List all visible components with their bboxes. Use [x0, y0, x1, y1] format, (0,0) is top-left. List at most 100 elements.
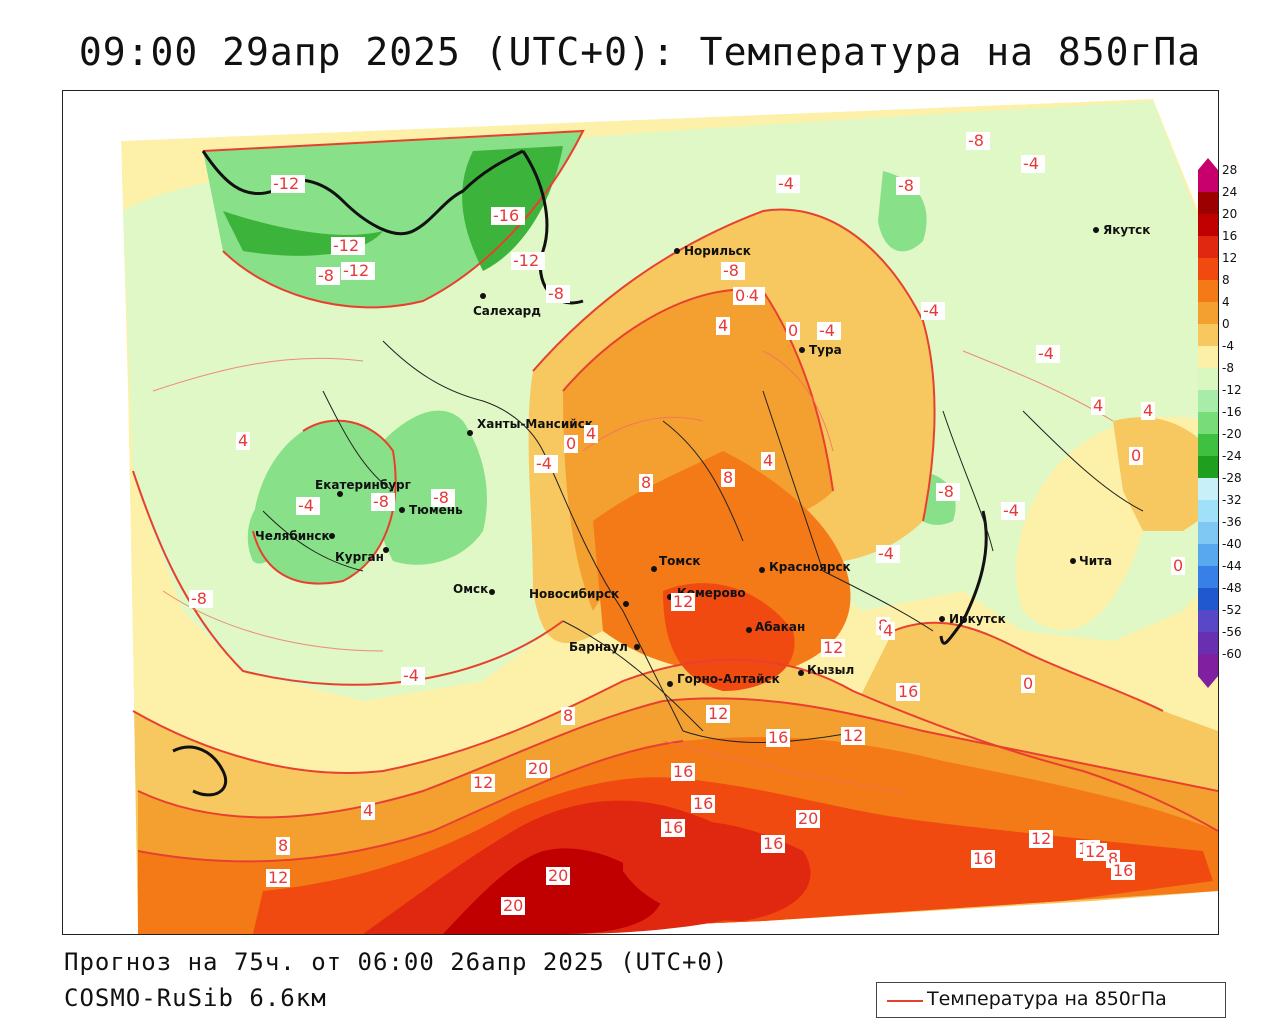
contour-label: -4 — [1038, 344, 1054, 363]
colorbar-swatch — [1198, 214, 1218, 237]
colorbar-tick-label: 12 — [1222, 251, 1238, 265]
contour-label: 0 — [788, 321, 798, 340]
contour-label: -4 — [819, 321, 835, 340]
svg-text:Кызыл: Кызыл — [807, 663, 854, 677]
colorbar-tick-label: -16 — [1222, 405, 1242, 419]
contour-label-bg — [786, 322, 800, 340]
colorbar-tick-label: 8 — [1222, 273, 1230, 287]
contour-label-bg — [401, 667, 425, 685]
contour-label-bg — [276, 837, 290, 855]
contour-label: -8 — [968, 131, 984, 150]
contour-label-bg — [1021, 155, 1045, 173]
city-gorno-altaysk: Горно-Алтайск — [667, 672, 780, 687]
contour-label-bg — [706, 705, 730, 723]
contour-label-bg — [733, 287, 747, 305]
contour-label: -8 — [723, 261, 739, 280]
colorbar-swatch — [1198, 302, 1218, 325]
svg-text:Омск: Омск — [453, 582, 488, 596]
colorbar-swatch — [1198, 500, 1218, 523]
colorbar-tick-label: -52 — [1222, 603, 1242, 617]
contour-label-bg — [796, 810, 820, 828]
contour-label: 12 — [1085, 842, 1105, 861]
contour-label: 16 — [693, 794, 713, 813]
contour-label: 16 — [763, 834, 783, 853]
colorbar-swatch — [1198, 192, 1218, 215]
svg-text:Курган: Курган — [335, 550, 384, 564]
contour-label: 0 — [1131, 446, 1141, 465]
colorbar-swatch — [1198, 258, 1218, 281]
colorbar-bottom-arrow — [1198, 676, 1218, 688]
colorbar-swatch — [1198, 280, 1218, 303]
contour-label-bg — [671, 763, 695, 781]
contour-label-bg — [1036, 345, 1060, 363]
contour-label-bg — [971, 850, 995, 868]
contour-label: 0 — [566, 434, 576, 453]
city-krasnoyarsk: Красноярск — [759, 560, 851, 574]
svg-text:Салехард: Салехард — [473, 304, 541, 318]
colorbar-tick-label: -4 — [1222, 339, 1234, 353]
contour-label-bg — [896, 683, 920, 701]
city-norilsk: Норильск — [674, 244, 751, 258]
colorbar-tick-label: -56 — [1222, 625, 1242, 639]
contour-label: 0 — [735, 286, 745, 305]
contour-label: 8 — [278, 836, 288, 855]
colorbar-tick-label: 16 — [1222, 229, 1238, 243]
contour-label-bg — [561, 707, 575, 725]
contour-label: -8 — [373, 492, 389, 511]
contour-label: -4 — [298, 496, 314, 515]
colorbar-tick-label: -24 — [1222, 449, 1242, 463]
contour-label: -4 — [1023, 154, 1039, 173]
isotherm-lines — [132, 129, 1218, 863]
city-tura: Тура — [799, 343, 842, 357]
contour-label-bg — [296, 497, 320, 515]
svg-text:Якутск: Якутск — [1103, 223, 1150, 237]
colorbar-swatch — [1198, 170, 1218, 193]
contour-label: -4 — [778, 174, 794, 193]
contour-label: 20 — [548, 866, 568, 885]
city-kurgan: Курган — [335, 547, 389, 564]
contour-label-bg — [511, 252, 545, 270]
colorbar-tick-label: 0 — [1222, 317, 1230, 331]
colorbar-swatch — [1198, 324, 1218, 347]
contour-label: 12 — [473, 773, 493, 792]
colorbar-tick-label: -40 — [1222, 537, 1242, 551]
contour-label-bg — [1029, 830, 1053, 848]
colorbar-tick-label: -8 — [1222, 361, 1234, 375]
colorbar-swatch — [1198, 588, 1218, 611]
contour-label: -8 — [191, 589, 207, 608]
svg-text:Чита: Чита — [1079, 554, 1112, 568]
svg-text:Челябинск: Челябинск — [255, 529, 330, 543]
svg-text:Ханты-Мансийск: Ханты-Мансийск — [477, 417, 593, 431]
colorbar — [1198, 158, 1218, 688]
contour-label-bg — [896, 177, 920, 195]
contour-label: 16 — [973, 849, 993, 868]
city-barnaul: Барнаул — [569, 640, 640, 654]
city-khanty-mansiysk: Ханты-Мансийск — [467, 417, 593, 436]
contour-label: 4 — [238, 431, 248, 450]
contour-label-bg — [966, 132, 990, 150]
contour-label-bg — [1141, 402, 1155, 420]
contour-label-bg — [371, 493, 395, 511]
colorbar-tick-label: -20 — [1222, 427, 1242, 441]
contour-label: 4 — [883, 621, 893, 640]
city-salekhard: Салехард — [473, 293, 541, 318]
contour-label: 12 — [268, 868, 288, 887]
contour-label: 8 — [563, 706, 573, 725]
temperature-map: Якутск Норильск Салехард Тура Ханты-Манс… — [63, 91, 1218, 934]
contour-label-bg — [1171, 557, 1185, 575]
borders — [262, 340, 1144, 744]
contour-label: 0 — [1173, 556, 1183, 575]
svg-text:Тура: Тура — [809, 343, 842, 357]
city-yakutsk: Якутск — [1093, 223, 1150, 237]
contour-label: 0 — [1023, 674, 1033, 693]
contour-label: 8 — [723, 468, 733, 487]
colorbar-swatch — [1198, 346, 1218, 369]
colorbar-swatch — [1198, 456, 1218, 479]
contour-label: 16 — [768, 728, 788, 747]
contour-label-bg — [761, 835, 785, 853]
colorbar-swatch — [1198, 412, 1218, 435]
contour-label: 20 — [528, 759, 548, 778]
contour-label: 4 — [1093, 396, 1103, 415]
city-chita: Чита — [1070, 554, 1112, 568]
colorbar-tick-label: -48 — [1222, 581, 1242, 595]
